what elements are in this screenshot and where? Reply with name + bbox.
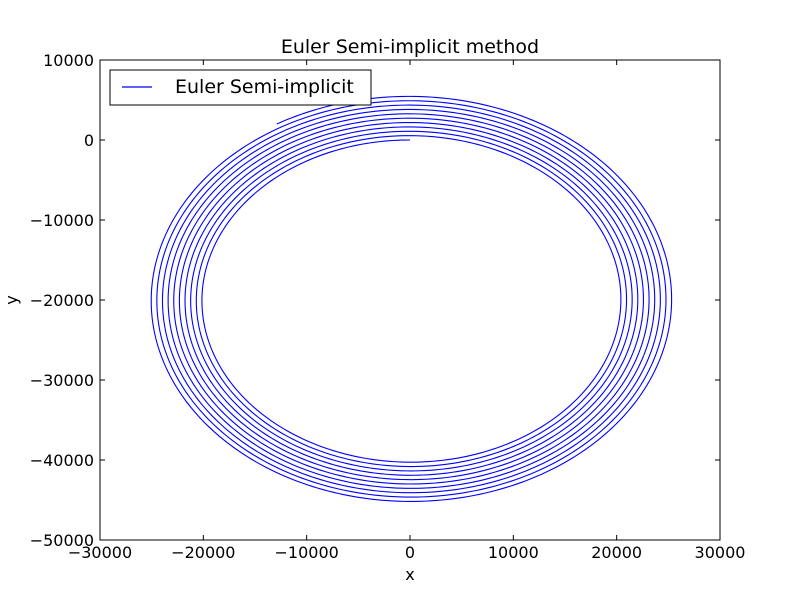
x-tick-label: 0	[405, 543, 415, 562]
legend: Euler Semi-implicit	[109, 69, 372, 106]
y-tick-label: 10000	[43, 51, 94, 70]
x-tick-label: 10000	[488, 543, 539, 562]
axes-frame	[99, 59, 721, 541]
plot-area	[150, 95, 673, 503]
y-tick-label: −50000	[30, 531, 94, 550]
x-tick-label: −30000	[68, 543, 132, 562]
x-tick-label: 20000	[591, 543, 642, 562]
x-tick-label: −10000	[275, 543, 339, 562]
legend-box	[109, 69, 372, 106]
y-tick-label: −30000	[30, 371, 94, 390]
x-tick-label: 30000	[695, 543, 746, 562]
y-tick-label: −10000	[30, 211, 94, 230]
x-axis-label: x	[405, 565, 414, 584]
y-axis-label: y	[2, 295, 21, 304]
chart-title: Euler Semi-implicit method	[281, 36, 539, 58]
x-tick-label: −20000	[171, 543, 235, 562]
series-line-euler-semi-implicit	[150, 95, 673, 503]
axis-ticks: −30000 −20000 −10000 0 10000 20000 30000 10000 0…	[30, 51, 746, 562]
y-tick-label: −40000	[30, 451, 94, 470]
legend-label: Euler Semi-implicit	[175, 76, 354, 98]
y-tick-label: −20000	[30, 291, 94, 310]
y-tick-label: 0	[84, 131, 94, 150]
